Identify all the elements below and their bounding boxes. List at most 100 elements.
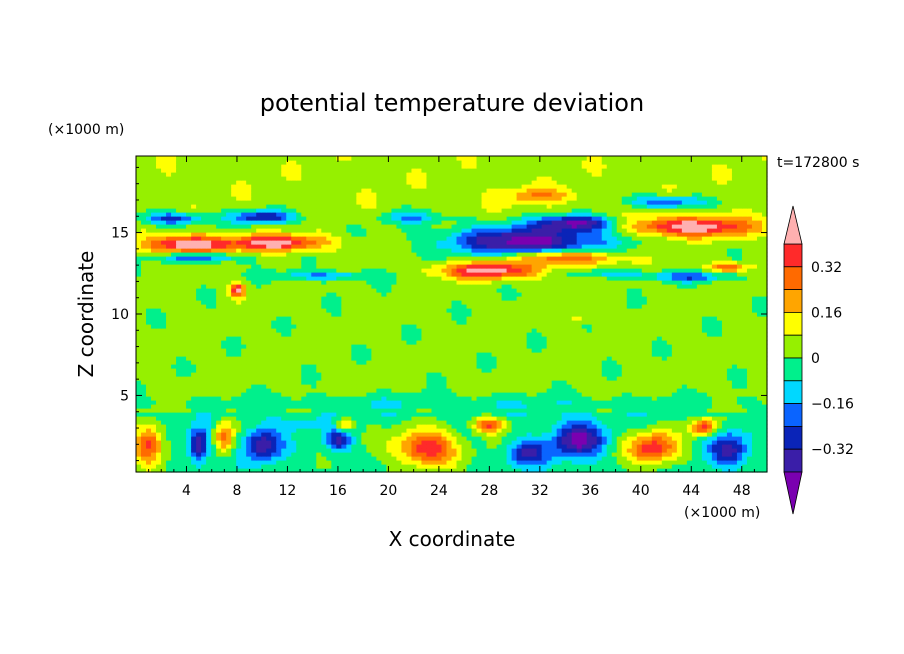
contour-cell — [506, 436, 513, 441]
contour-cell — [336, 320, 342, 325]
contour-cell — [731, 456, 738, 461]
contour-cell — [491, 384, 498, 389]
contour-cell — [516, 392, 523, 397]
contour-cell — [366, 388, 372, 393]
contour-cell — [256, 388, 262, 393]
contour-cell — [691, 468, 698, 473]
contour-cell — [681, 340, 688, 345]
contour-cell — [531, 448, 538, 453]
contour-cell — [536, 376, 543, 381]
contour-cell — [606, 400, 613, 405]
contour-cell — [326, 388, 332, 393]
contour-cell — [391, 388, 398, 393]
contour-cell — [161, 376, 167, 381]
contour-cell — [206, 404, 212, 409]
contour-cell — [386, 316, 393, 321]
contour-cell — [521, 388, 528, 393]
contour-cell — [341, 436, 347, 441]
contour-cell — [266, 420, 272, 425]
contour-cell — [321, 344, 327, 349]
contour-cell — [561, 460, 568, 465]
contour-cell — [636, 344, 643, 349]
contour-cell — [571, 456, 578, 461]
contour-cell — [376, 316, 382, 321]
contour-cell — [656, 452, 663, 457]
contour-cell — [141, 392, 147, 397]
contour-cell — [221, 340, 227, 345]
contour-cell — [411, 328, 418, 333]
contour-cell — [541, 320, 548, 325]
contour-cell — [416, 328, 423, 333]
contour-cell — [711, 320, 718, 325]
contour-cell — [531, 384, 538, 389]
contour-cell — [381, 428, 387, 433]
contour-cell — [236, 428, 242, 433]
contour-cell — [571, 444, 578, 449]
contour-cell — [411, 388, 418, 393]
contour-cell — [561, 372, 568, 377]
contour-cell — [541, 368, 548, 373]
contour-cell — [461, 420, 468, 425]
contour-cell — [721, 396, 728, 401]
contour-cell — [591, 400, 598, 405]
contour-cell — [506, 344, 513, 349]
contour-cell — [656, 320, 663, 325]
contour-cell — [361, 356, 367, 361]
contour-cell — [661, 416, 668, 421]
contour-cell — [291, 428, 297, 433]
contour-cell — [156, 372, 162, 377]
contour-cell — [171, 372, 177, 377]
contour-cell — [656, 420, 663, 425]
contour-cell — [311, 356, 317, 361]
contour-cell — [671, 424, 678, 429]
contour-cell — [291, 312, 297, 317]
contour-cell — [751, 340, 758, 345]
contour-cell — [346, 408, 352, 413]
contour-cell — [746, 460, 753, 465]
contour-cell — [261, 332, 267, 337]
contour-cell — [496, 360, 503, 365]
contour-cell — [741, 408, 748, 413]
contour-cell — [276, 384, 282, 389]
contour-cell — [506, 372, 513, 377]
contour-cell — [356, 404, 362, 409]
contour-cell — [241, 352, 247, 357]
contour-cell — [356, 424, 362, 429]
contour-cell — [546, 448, 553, 453]
contour-cell — [151, 392, 157, 397]
contour-cell — [426, 392, 433, 397]
contour-cell — [421, 440, 428, 445]
contour-cell — [266, 444, 272, 449]
contour-cell — [411, 468, 418, 473]
contour-cell — [726, 420, 733, 425]
contour-cell — [721, 340, 728, 345]
contour-cell — [211, 320, 217, 325]
contour-cell — [166, 448, 172, 453]
contour-cell — [601, 368, 608, 373]
contour-cell — [581, 316, 588, 321]
contour-cell — [561, 432, 568, 437]
contour-cell — [591, 468, 598, 473]
contour-cell — [201, 396, 207, 401]
contour-cell — [721, 328, 728, 333]
contour-cell — [491, 464, 498, 469]
contour-cell — [381, 392, 387, 397]
contour-cell — [286, 412, 292, 417]
contour-cell — [551, 388, 558, 393]
contour-cell — [356, 332, 362, 337]
contour-cell — [691, 372, 698, 377]
contour-cell — [316, 408, 322, 413]
contour-cell — [346, 460, 352, 465]
contour-cell — [306, 332, 312, 337]
contour-cell — [731, 376, 738, 381]
contour-cell — [536, 456, 543, 461]
contour-cell — [761, 356, 768, 361]
contour-cell — [581, 432, 588, 437]
contour-cell — [686, 460, 693, 465]
contour-cell — [176, 448, 182, 453]
contour-cell — [681, 464, 688, 469]
contour-cell — [661, 372, 668, 377]
contour-cell — [446, 344, 453, 349]
contour-cell — [241, 384, 247, 389]
contour-cell — [691, 392, 698, 397]
